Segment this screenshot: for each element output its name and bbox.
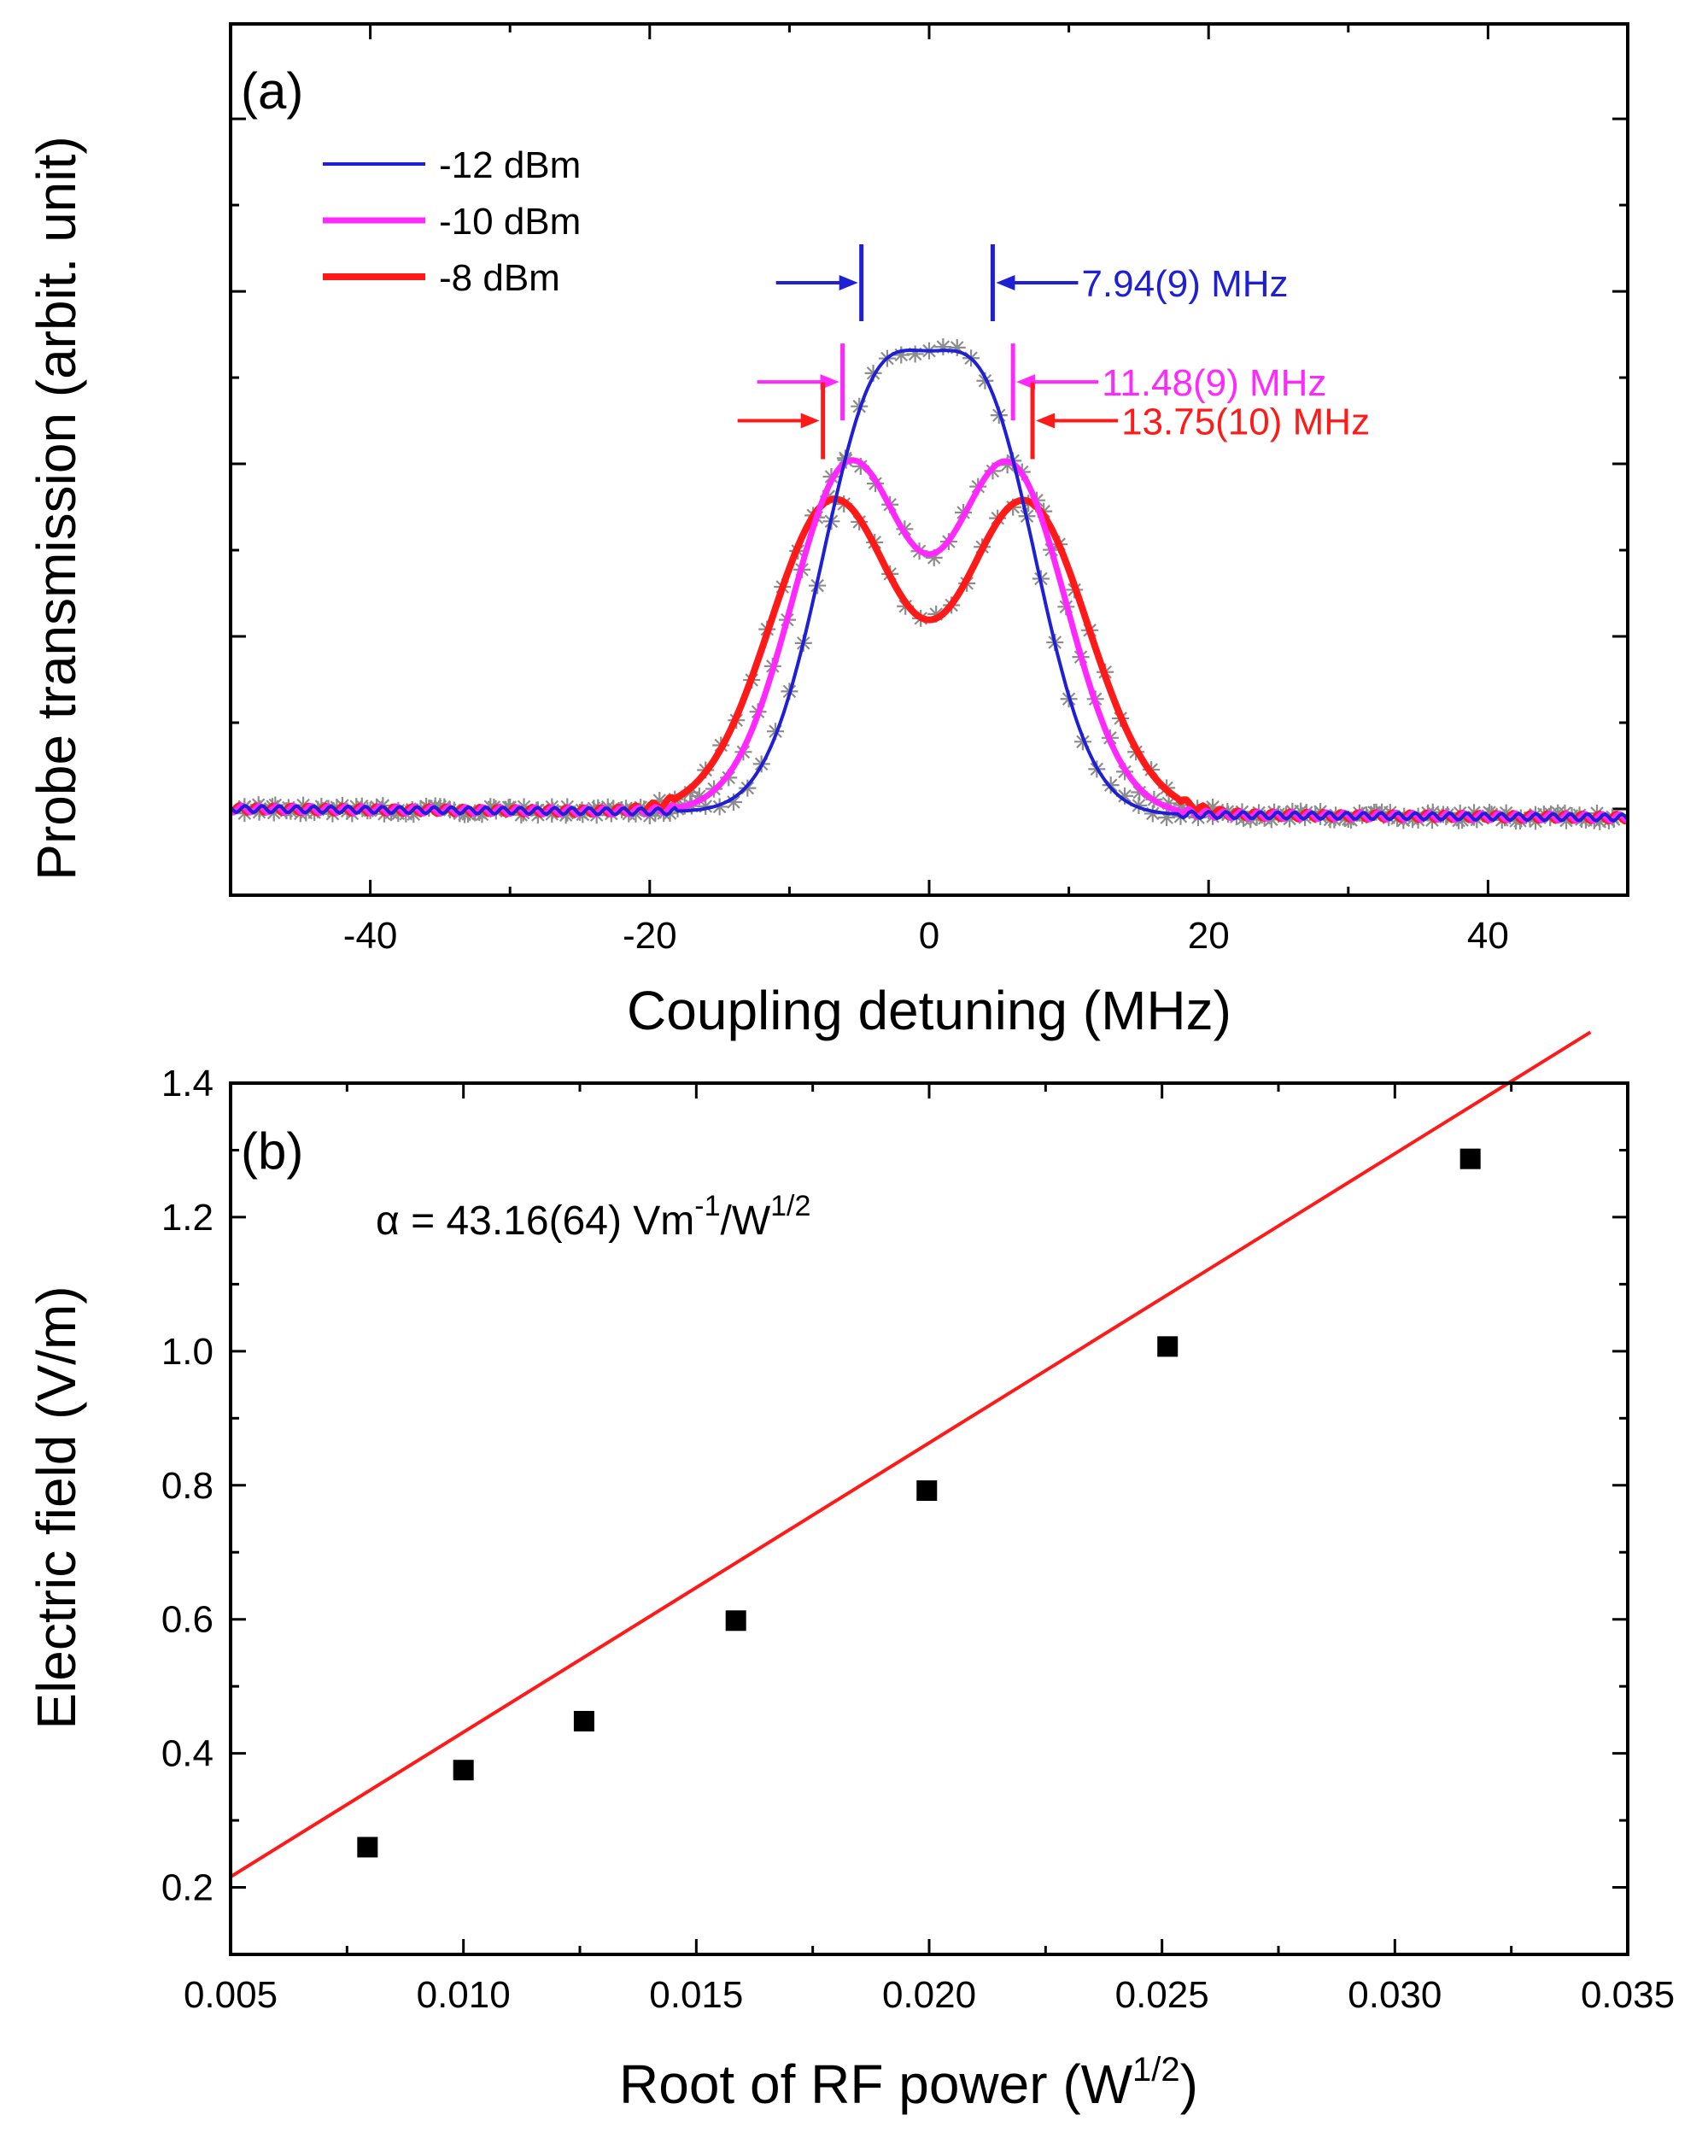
- y-tick-label: 0.8: [161, 1465, 214, 1507]
- linewidth-label: 11.48(9) MHz: [1102, 362, 1326, 404]
- y-tick-label: 1.0: [161, 1331, 214, 1373]
- panel-b: Electric field (V/m) Root of RF power (W…: [26, 1030, 1675, 2115]
- fit-alpha: α: [376, 1198, 400, 1244]
- y-tick-label: 0.6: [161, 1599, 214, 1641]
- fit-equation: α = 43.16(64) Vm-1/W1/2: [376, 1190, 810, 1244]
- panel-b-xlabel-main: Root of RF power (W: [619, 2053, 1133, 2115]
- fit-unit-sup1: -1: [694, 1190, 720, 1222]
- y-tick-label: 1.2: [161, 1197, 214, 1239]
- panel-b-fit-line: [229, 1030, 1592, 1878]
- linewidth-label: 7.94(9) MHz: [1081, 263, 1288, 305]
- x-tick-label: 20: [1188, 915, 1230, 957]
- panel-a-frame: [229, 22, 1629, 897]
- x-tick-label: 0.030: [1348, 1974, 1442, 2016]
- panel-b-frame: [229, 1081, 1629, 1956]
- data-point: [916, 1480, 938, 1502]
- legend-label: -12 dBm: [439, 144, 581, 186]
- x-tick-label: 0.010: [417, 1974, 511, 2016]
- linewidth-marker: 11.48(9) MHz: [757, 343, 1326, 421]
- x-tick-label: -20: [623, 915, 677, 957]
- x-tick-label: 0.020: [882, 1974, 976, 2016]
- series-curve: [229, 495, 1629, 825]
- panel-a-ylabel: Probe transmission (arbit. unit): [26, 136, 87, 880]
- data-point: [573, 1710, 594, 1731]
- data-point: [453, 1760, 474, 1781]
- fit-value: = 43.16(64) Vm: [400, 1198, 695, 1244]
- x-tick-label: -40: [343, 915, 398, 957]
- linewidth-marker: 7.94(9) MHz: [775, 243, 1289, 321]
- y-tick-label: 0.4: [161, 1733, 214, 1775]
- x-tick-label: 0.035: [1581, 1974, 1675, 2016]
- fit-unit-mid: /W: [721, 1198, 771, 1244]
- x-tick-label: 0.005: [184, 1974, 278, 2016]
- panel-a-letter: (a): [241, 62, 303, 120]
- panel-b-xlabel: Root of RF power (W1/2): [619, 2051, 1198, 2115]
- series-curve: [228, 457, 1629, 824]
- panel-b-xlabel-end: ): [1180, 2053, 1198, 2115]
- data-marker: [906, 345, 924, 363]
- fit-line: [229, 1030, 1592, 1878]
- fit-unit-sup2: 1/2: [770, 1190, 810, 1222]
- data-marker: [739, 779, 757, 797]
- panel-a-x-tick-labels: -40 -20 0 20 40: [343, 915, 1509, 957]
- panel-a-experimental-markers: [236, 338, 1623, 830]
- x-tick-label: 0.025: [1115, 1974, 1209, 2016]
- panel-a-legend: -12 dBm -10 dBm -8 dBm: [323, 144, 581, 299]
- panel-b-xlabel-sup: 1/2: [1132, 2051, 1180, 2089]
- panel-a-fit-curves: [228, 349, 1629, 825]
- panel-b-data-points: [357, 1148, 1481, 1858]
- panel-b-letter: (b): [241, 1122, 303, 1180]
- legend-label: -8 dBm: [439, 257, 560, 299]
- series-curve: [229, 349, 1629, 823]
- x-tick-label: 0.015: [649, 1974, 743, 2016]
- y-tick-label: 1.4: [161, 1063, 214, 1104]
- data-point: [1459, 1148, 1481, 1169]
- panel-a-xlabel: Coupling detuning (MHz): [627, 980, 1231, 1041]
- data-point: [1157, 1336, 1179, 1357]
- y-tick-label: 0.2: [161, 1867, 214, 1909]
- panel-b-ylabel: Electric field (V/m): [26, 1286, 87, 1729]
- linewidth-label: 13.75(10) MHz: [1121, 401, 1370, 443]
- data-point: [725, 1610, 746, 1632]
- x-tick-label: 40: [1467, 915, 1509, 957]
- panel-a: Probe transmission (arbit. unit) Couplin…: [26, 22, 1629, 1041]
- panel-b-tick-labels: 0.005 0.010 0.015 0.020 0.025 0.030 0.035 0.2 0.…: [161, 1063, 1675, 2016]
- x-tick-label: 0: [919, 915, 939, 957]
- legend-label: -10 dBm: [439, 201, 581, 243]
- data-point: [357, 1837, 378, 1858]
- linewidth-marker: 13.75(10) MHz: [737, 382, 1370, 460]
